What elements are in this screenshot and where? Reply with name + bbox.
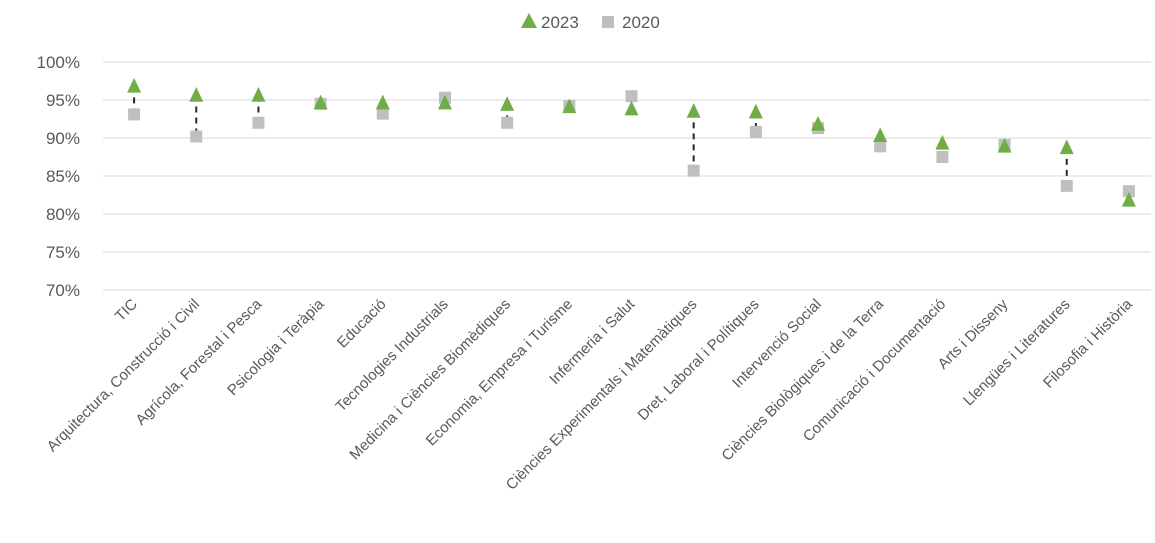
point-2023 (251, 87, 266, 102)
legend-marker-2020 (602, 16, 614, 28)
legend-label-2023: 2023 (541, 13, 579, 32)
point-2023 (873, 127, 888, 143)
point-2020 (874, 140, 887, 153)
point-2023 (189, 87, 204, 102)
point-2023 (811, 115, 826, 131)
data-marks (127, 77, 1136, 207)
point-2023 (686, 103, 701, 118)
point-2020 (190, 130, 203, 143)
point-2023 (997, 137, 1012, 153)
point-2020 (936, 151, 949, 163)
point-2023 (562, 98, 577, 114)
point-2023 (935, 134, 950, 150)
x-tick-label: Dret, Laboral i Polítiques (635, 296, 763, 424)
y-axis-ticks: 70% 75% 80% 85% 90% 95% 100% (37, 53, 80, 300)
legend: 2023 2020 (521, 13, 660, 32)
point-2020 (252, 116, 265, 129)
point-2023 (1059, 139, 1074, 155)
x-tick-label: Agrícola, Forestal i Pesca (132, 295, 265, 428)
y-tick-label: 95% (46, 91, 80, 110)
x-tick-label: Educació (334, 296, 390, 352)
point-2023 (313, 94, 328, 110)
point-2020 (1122, 185, 1135, 198)
point-2023 (500, 96, 515, 111)
legend-marker-2023 (521, 13, 537, 28)
x-tick-label: Tecnologies Industrials (332, 296, 451, 415)
y-tick-label: 75% (46, 243, 80, 262)
x-tick-label: TIC (112, 296, 141, 325)
point-2020 (376, 107, 389, 120)
point-2020 (1060, 179, 1073, 192)
point-2023 (624, 100, 639, 116)
legend-label-2020: 2020 (622, 13, 660, 32)
point-2020 (128, 108, 141, 121)
y-tick-label: 85% (46, 167, 80, 186)
point-2023 (127, 77, 142, 93)
point-2023 (375, 94, 390, 110)
y-tick-label: 90% (46, 129, 80, 148)
point-2023 (437, 94, 452, 110)
point-2023 (1121, 191, 1136, 207)
y-tick-label: 100% (37, 53, 80, 72)
point-2020 (625, 90, 638, 103)
point-2020 (501, 116, 514, 129)
point-2023 (748, 103, 763, 119)
y-tick-label: 80% (46, 205, 80, 224)
point-2020 (687, 164, 700, 177)
y-tick-label: 70% (46, 281, 80, 300)
x-tick-label: Llengües i Literatures (960, 296, 1073, 409)
point-2020 (749, 125, 762, 138)
